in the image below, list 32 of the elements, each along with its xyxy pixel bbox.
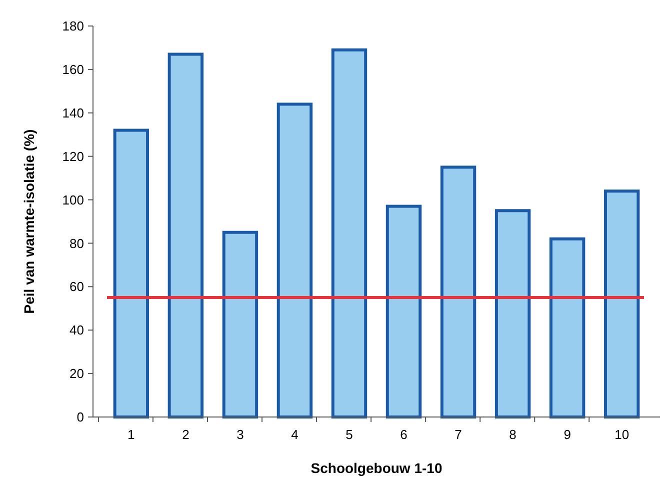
bar (386, 204, 422, 418)
y-tick-label: 140 (62, 105, 84, 120)
y-axis-title: Peil van warmte-isolatie (%) (21, 129, 37, 314)
y-tick-label: 20 (70, 366, 84, 382)
y-tick-label: 160 (62, 62, 84, 77)
bar (440, 166, 476, 418)
y-tick-label: 40 (70, 322, 84, 338)
y-tick-label: 180 (62, 18, 84, 34)
y-tick-label: 0 (76, 410, 84, 425)
y-tick-label: 60 (70, 279, 84, 294)
bar (222, 230, 258, 418)
x-tick-label: 4 (291, 427, 298, 442)
y-tick-label: 80 (70, 236, 84, 251)
bar (494, 209, 531, 418)
bar (276, 102, 313, 418)
x-tick-label: 3 (236, 427, 244, 442)
bar (168, 52, 204, 418)
x-tick-label: 8 (509, 427, 516, 442)
y-tick-label: 120 (62, 148, 84, 164)
bar (549, 237, 586, 418)
bar (113, 128, 150, 418)
y-tick-label: 100 (62, 192, 84, 208)
x-axis-title: Schoolgebouw 1-10 (310, 460, 442, 476)
x-tick-label: 10 (614, 427, 630, 442)
x-tick-label: 6 (400, 427, 408, 442)
bar (604, 190, 640, 418)
x-tick-label: 9 (564, 427, 571, 442)
x-tick-label: 2 (182, 427, 190, 442)
x-tick-label: 7 (454, 427, 462, 442)
x-tick-label: 5 (346, 427, 353, 442)
x-tick-label: 1 (128, 427, 135, 442)
bar (331, 48, 368, 418)
